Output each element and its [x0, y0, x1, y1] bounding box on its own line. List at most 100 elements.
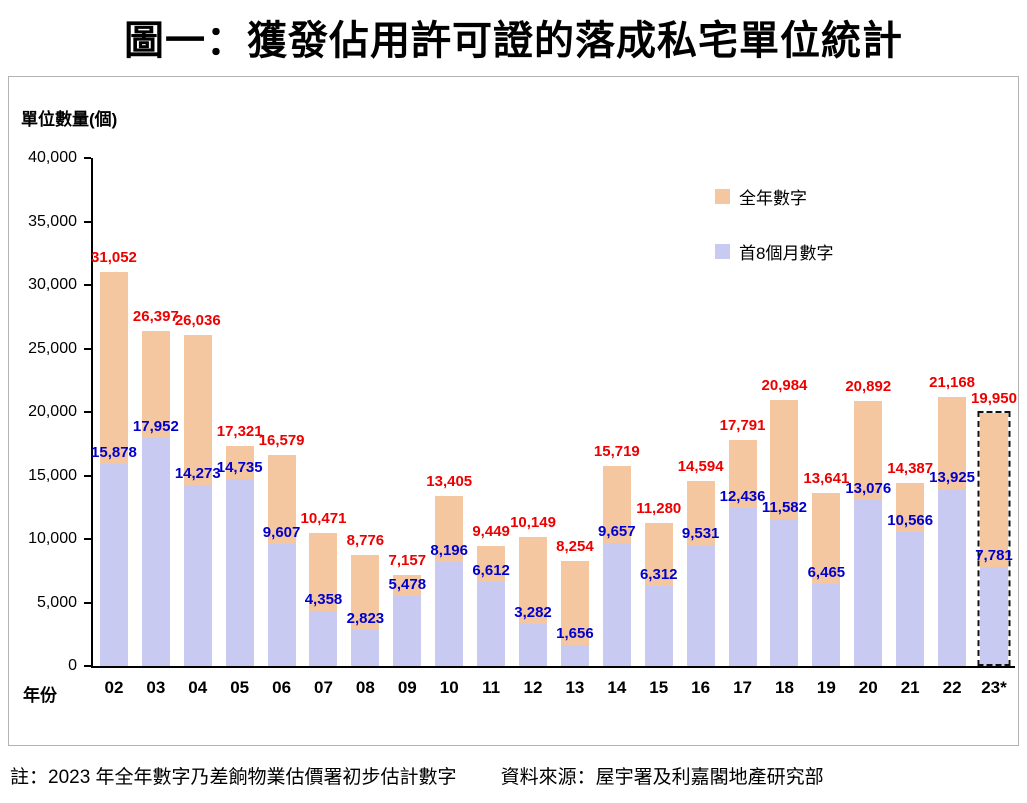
- bar-first8: [393, 596, 422, 666]
- y-axis-tick-label: 20,000: [28, 403, 77, 420]
- legend-label-first8: 首8個月數字: [739, 244, 834, 263]
- legend-label-full-year: 全年數字: [739, 189, 807, 208]
- x-axis-category-label: 06: [272, 678, 292, 697]
- full-year-value-label: 17,791: [719, 417, 766, 435]
- bar-group-23*: 19,950 7,781 23*: [971, 158, 1017, 697]
- bar-first8: [854, 499, 883, 666]
- page-title: 圖一：獲發佔用許可證的落成私宅單位統計: [124, 19, 903, 63]
- first8-value-label: 1,656: [556, 624, 594, 642]
- y-axis-tick-mark: [84, 284, 91, 286]
- bar-group-11: 9,449 6,612 11: [470, 158, 512, 697]
- bar-first8: [602, 543, 631, 666]
- legend-swatch-full-year: [715, 189, 730, 204]
- x-axis-category-label: 07: [314, 678, 333, 697]
- y-axis-tick-label: 30,000: [28, 276, 77, 293]
- full-year-value-label: 15,719: [593, 443, 640, 461]
- first8-value-label: 4,358: [304, 590, 343, 608]
- full-year-value-label: 11,280: [636, 499, 682, 517]
- y-axis-tick-mark: [84, 474, 91, 477]
- x-axis-category-label: 03: [146, 678, 166, 697]
- first8-value-label: 11,582: [761, 498, 807, 516]
- first8-value-label: 9,657: [598, 523, 636, 541]
- chart-area: 單位數量(個) 年份 全年數字 首8個月數字 0 5,000 10,000 15,00…: [8, 76, 1019, 746]
- y-axis-tick-mark: [84, 347, 91, 350]
- first8-value-label: 6,465: [807, 563, 846, 581]
- estimate-dashed-outline: [977, 410, 1011, 666]
- full-year-value-label: 31,052: [91, 248, 137, 266]
- full-year-value-label: 13,641: [803, 469, 850, 487]
- y-axis-tick-mark: [84, 411, 91, 413]
- first8-value-label: 2,823: [346, 610, 385, 628]
- full-year-value-label: 19,950: [971, 389, 1017, 407]
- bar-first8: [183, 484, 212, 666]
- full-year-value-label: 10,471: [300, 510, 347, 528]
- bar-first8: [309, 610, 338, 666]
- first8-value-label: 15,878: [91, 444, 137, 462]
- y-axis-tick-label: 10,000: [28, 530, 77, 547]
- full-year-value-label: 21,168: [929, 374, 976, 392]
- y-axis-title: 單位數量(個): [21, 110, 118, 129]
- bar-first8: [560, 644, 589, 666]
- first8-value-label: 13,925: [929, 469, 976, 487]
- full-year-value-label: 14,594: [677, 457, 724, 475]
- y-axis-tick-label: 25,000: [28, 339, 77, 357]
- bar-group-18: 20,984 11,582 18: [761, 158, 808, 697]
- bar-group-22: 21,168 13,925 22: [929, 158, 976, 697]
- bar-first8: [435, 561, 464, 666]
- full-year-value-label: 26,397: [132, 307, 179, 325]
- bar-group-04: 26,036 14,273 04: [174, 158, 221, 697]
- full-year-value-label: 20,892: [845, 377, 892, 395]
- bar-group-06: 16,579 9,607 06: [259, 158, 305, 697]
- first8-value-label: 6,312: [639, 565, 678, 583]
- x-axis-category-label: 23*: [981, 678, 1007, 697]
- x-axis-category-label: 10: [439, 678, 459, 697]
- bar-first8: [896, 531, 925, 666]
- bar-group-19: 13,641 6,465 19: [803, 158, 850, 697]
- first8-value-label: 9,531: [681, 524, 720, 542]
- x-axis-title: 年份: [23, 686, 57, 705]
- y-axis-tick-label: 35,000: [28, 212, 77, 230]
- data-source: 資料來源：屋宇署及利嘉閣地產研究部: [500, 767, 824, 788]
- bar-group-12: 10,149 3,282 12: [510, 158, 556, 697]
- bar-group-20: 20,892 13,076 20: [845, 158, 892, 697]
- bars-container: 31,052 15,878 02 26,397 17,952 03 26,036 14,273…: [91, 158, 1017, 697]
- bar-first8: [938, 489, 967, 666]
- y-axis-tick-label: 40,000: [28, 149, 77, 166]
- y-axis-tick-mark: [84, 665, 91, 667]
- bar-group-21: 14,387 10,566 21: [887, 158, 933, 697]
- full-year-value-label: 8,254: [556, 538, 594, 556]
- legend-item-first8: 首8個月數字: [715, 239, 833, 264]
- bar-group-02: 31,052 15,878 02: [91, 158, 137, 697]
- x-axis-category-label: 14: [607, 678, 627, 697]
- bar-first8: [225, 478, 254, 666]
- bar-group-15: 11,280 6,312 15: [636, 158, 682, 697]
- x-axis-category-label: 04: [188, 678, 208, 697]
- bar-group-17: 17,791 12,436 17: [719, 158, 766, 697]
- first8-value-label: 7,781: [975, 547, 1013, 565]
- first8-value-label: 14,273: [174, 464, 221, 482]
- bar-first8: [351, 630, 380, 666]
- x-axis-category-label: 08: [355, 678, 375, 697]
- bar-group-14: 15,719 9,657 14: [593, 158, 640, 697]
- bar-first8: [267, 544, 296, 666]
- first8-value-label: 13,076: [845, 479, 892, 497]
- bar-group-08: 8,776 2,823 08: [344, 158, 386, 697]
- bar-first8: [686, 544, 715, 666]
- full-year-value-label: 20,984: [761, 376, 808, 394]
- first8-value-label: 14,735: [216, 458, 263, 476]
- first8-value-label: 3,282: [514, 604, 552, 622]
- bar-first8: [728, 508, 757, 666]
- y-axis-tick-mark: [84, 157, 91, 159]
- bar-first8: [770, 518, 799, 666]
- bar-first8: [519, 624, 548, 666]
- y-axis-tick-label: 5,000: [36, 593, 77, 611]
- first8-value-label: 12,436: [719, 488, 766, 506]
- x-axis-category-label: 21: [900, 678, 920, 697]
- bar-group-09: 7,157 5,478 09: [386, 158, 428, 697]
- first8-value-label: 9,607: [262, 524, 301, 541]
- footer: 註：2023 年全年數字乃差餉物業估價署初步估計數字 資料來源：屋宇署及利嘉閣地…: [10, 762, 1027, 789]
- full-year-value-label: 9,449: [472, 523, 510, 540]
- x-axis-category-label: 19: [816, 678, 836, 697]
- y-axis-tick-mark: [84, 220, 91, 223]
- x-axis-category-label: 22: [942, 678, 962, 697]
